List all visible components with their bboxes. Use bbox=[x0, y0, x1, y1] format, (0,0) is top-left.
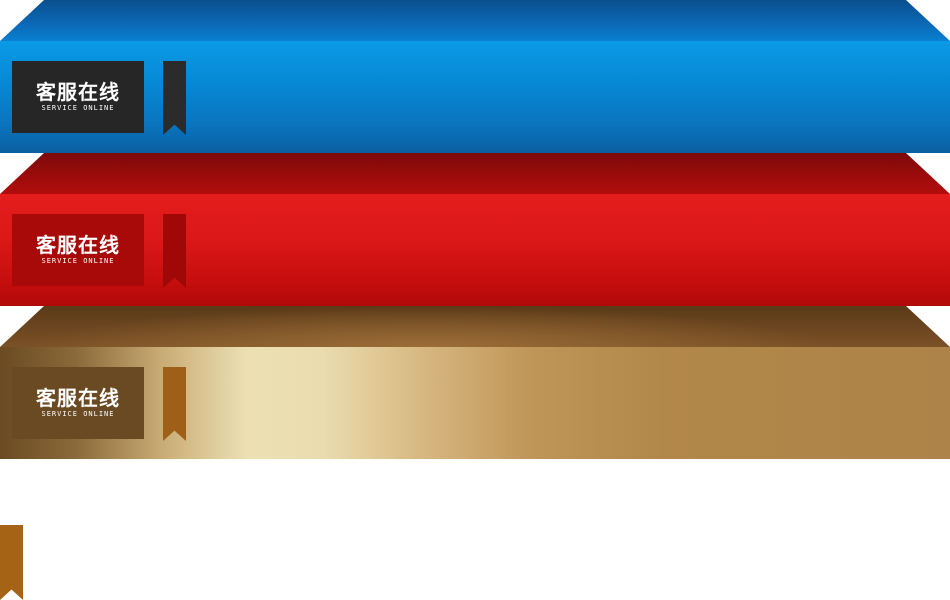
banner-front-face bbox=[0, 41, 950, 153]
banner-front-face bbox=[0, 347, 950, 459]
badge-title: 客服在线 bbox=[36, 80, 120, 104]
service-online-button[interactable]: 客服在线 SERVICE ONLINE bbox=[12, 61, 144, 133]
banner-top-face bbox=[0, 153, 950, 194]
badge-subtitle: SERVICE ONLINE bbox=[41, 104, 115, 112]
bookmark-ribbon-icon bbox=[163, 61, 186, 135]
badge-subtitle: SERVICE ONLINE bbox=[41, 410, 115, 418]
bookmark-ribbon-icon bbox=[163, 367, 186, 441]
bookmark-ribbon-icon bbox=[0, 525, 23, 600]
badge-title: 客服在线 bbox=[36, 233, 120, 257]
banner-front-face bbox=[0, 194, 950, 306]
badge-title: 客服在线 bbox=[36, 386, 120, 410]
banner-red: 客服在线 SERVICE ONLINE bbox=[0, 153, 950, 306]
badge-subtitle: SERVICE ONLINE bbox=[41, 257, 115, 265]
service-online-button[interactable]: 客服在线 SERVICE ONLINE bbox=[12, 214, 144, 286]
banner-top-face bbox=[0, 0, 950, 41]
banner-blue: 客服在线 SERVICE ONLINE bbox=[0, 0, 950, 153]
service-online-button[interactable]: 客服在线 SERVICE ONLINE bbox=[12, 367, 144, 439]
banner-gold: 客服在线 SERVICE ONLINE bbox=[0, 306, 950, 459]
bookmark-ribbon-icon bbox=[163, 214, 186, 288]
banner-top-face bbox=[0, 306, 950, 347]
